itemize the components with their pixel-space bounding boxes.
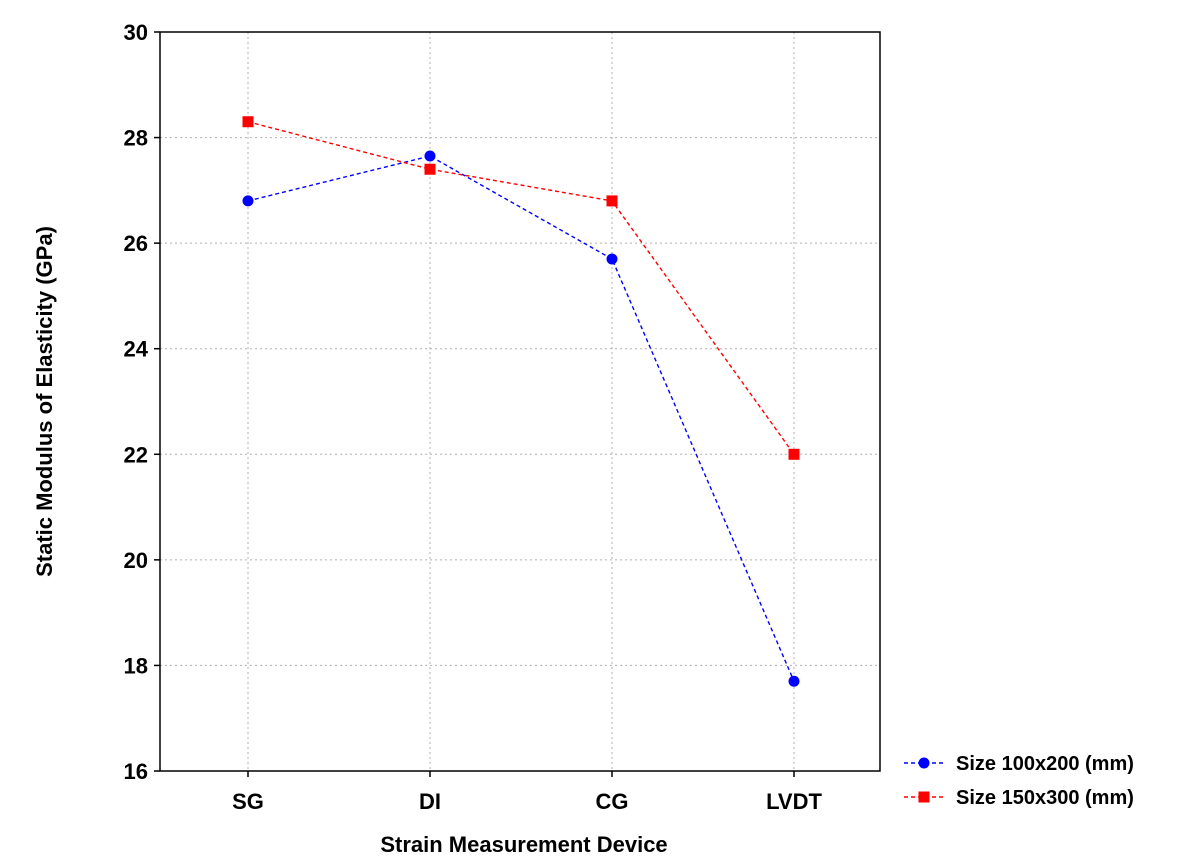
y-tick-label: 20 (124, 548, 148, 573)
data-point (424, 150, 436, 162)
data-point (424, 163, 436, 175)
y-tick-label: 16 (124, 759, 148, 784)
y-tick-label: 22 (124, 442, 148, 467)
y-tick-label: 28 (124, 126, 148, 151)
x-tick-label: DI (419, 789, 441, 814)
y-tick-label: 26 (124, 231, 148, 256)
data-point (788, 675, 800, 687)
y-axis-title: Static Modulus of Elasticity (GPa) (32, 226, 57, 577)
legend: Size 100x200 (mm) Size 150x300 (mm) (904, 753, 1134, 809)
x-tick-label: CG (596, 789, 629, 814)
series-1-points (242, 150, 800, 687)
series-2-points (242, 116, 800, 460)
legend-marker (918, 791, 930, 803)
y-tick-label: 24 (124, 337, 149, 362)
x-tick-label: LVDT (766, 789, 822, 814)
y-tick-label: 18 (124, 653, 148, 678)
y-axis: 16 18 20 22 24 26 28 30 (124, 20, 160, 784)
data-point (242, 116, 254, 128)
legend-label: Size 100x200 (mm) (956, 753, 1134, 775)
data-point (788, 448, 800, 460)
series-2 (247, 121, 795, 455)
grid (160, 32, 880, 771)
data-point (242, 195, 254, 207)
x-axis-title: Strain Measurement Device (380, 832, 667, 857)
x-axis: SG DI CG LVDT (232, 771, 822, 814)
legend-entry: Size 150x300 (mm) (904, 787, 1134, 809)
legend-marker (918, 757, 930, 769)
series-line (247, 155, 795, 682)
plot-frame (159, 31, 881, 772)
data-point (606, 253, 618, 265)
data-point (606, 195, 618, 207)
series-line (247, 121, 795, 455)
legend-entry: Size 100x200 (mm) (904, 753, 1134, 775)
y-tick-label: 30 (124, 20, 148, 45)
series-1 (247, 155, 795, 682)
x-tick-label: SG (232, 789, 264, 814)
series (242, 116, 800, 687)
legend-label: Size 150x300 (mm) (956, 787, 1134, 809)
